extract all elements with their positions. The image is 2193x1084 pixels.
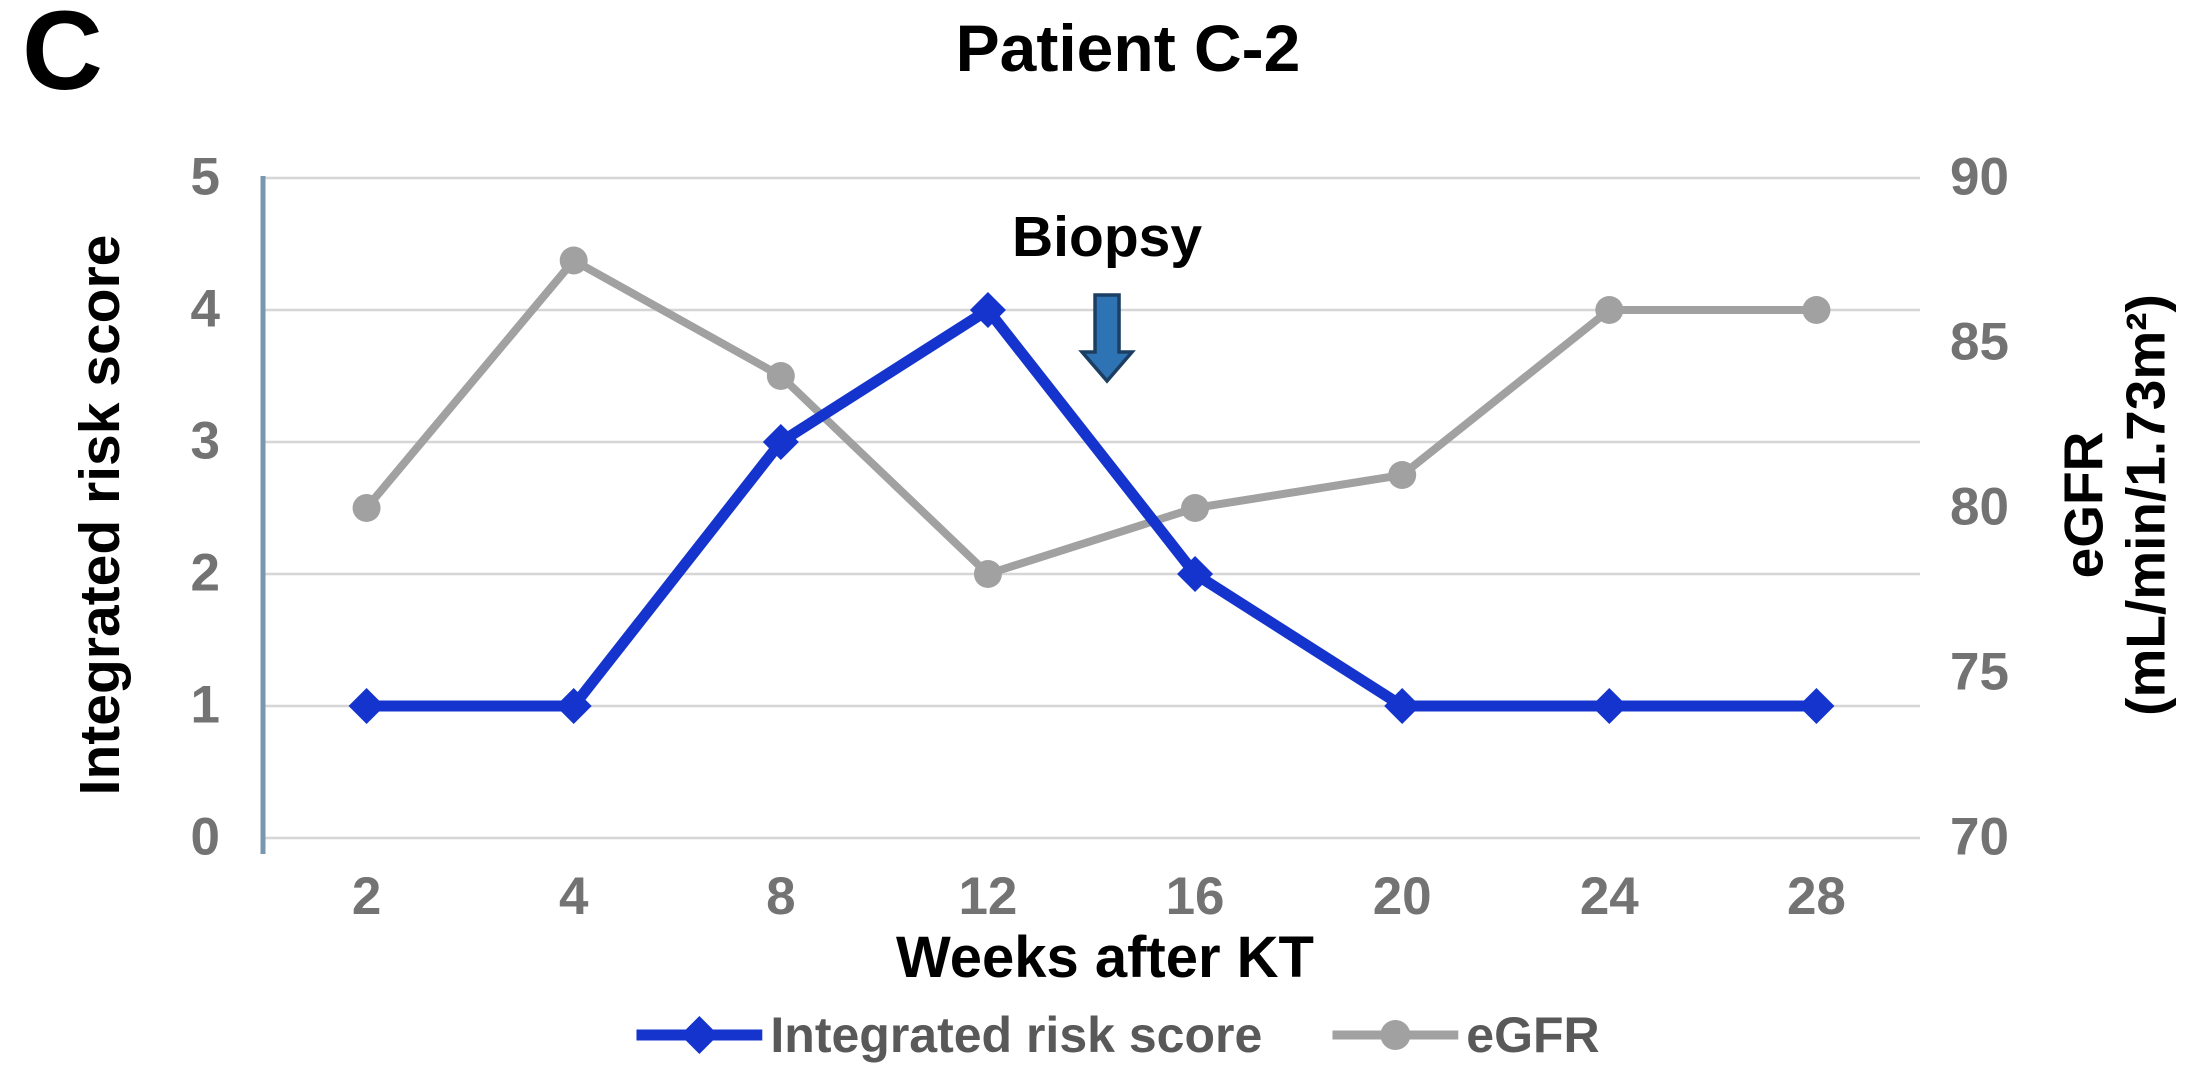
left-axis-tick-label: 0 xyxy=(190,807,220,867)
left-axis-tick-label: 2 xyxy=(190,543,220,603)
egfr-point xyxy=(1388,461,1417,489)
panel-letter: C xyxy=(22,0,103,113)
legend: Integrated risk score eGFR xyxy=(636,1006,1600,1064)
risk-score-point xyxy=(1798,688,1835,724)
egfr-point xyxy=(352,494,381,522)
right-axis-tick-label: 70 xyxy=(1950,807,2009,867)
risk-score-point xyxy=(348,688,385,724)
x-axis-tick-label: 8 xyxy=(766,867,796,926)
egfr-point xyxy=(973,560,1002,588)
risk-score-point xyxy=(762,424,799,460)
egfr-point xyxy=(766,362,795,390)
x-axis-tick-label: 20 xyxy=(1372,867,1432,926)
risk-score-legend-marker-icon xyxy=(636,1007,763,1063)
egfr-point xyxy=(1802,296,1831,324)
legend-item-egfr: eGFR xyxy=(1332,1006,1600,1064)
biopsy-annotation-label: Biopsy xyxy=(1012,205,1203,269)
right-axis-tick-label: 75 xyxy=(1950,642,2009,702)
x-axis-tick-label: 12 xyxy=(958,867,1018,926)
risk-score-point xyxy=(1177,556,1214,592)
x-axis-tick-label: 28 xyxy=(1786,867,1846,926)
x-axis-tick-label: 16 xyxy=(1165,867,1225,926)
chart-title: Patient C-2 xyxy=(955,11,1301,85)
legend-item-risk-score: Integrated risk score xyxy=(636,1006,1262,1064)
egfr-line xyxy=(362,256,1821,578)
right-axis-tick-label: 85 xyxy=(1950,312,2009,372)
risk-score-point xyxy=(1384,688,1421,724)
left-axis-tick-label: 3 xyxy=(190,411,220,471)
x-axis-tick-label: 4 xyxy=(558,867,589,926)
egfr-point xyxy=(559,246,588,275)
egfr-point xyxy=(1181,494,1210,522)
egfr-legend-marker-icon xyxy=(1332,1007,1459,1063)
egfr-point xyxy=(1595,296,1624,324)
right-axis-tick-label: 80 xyxy=(1950,477,2009,537)
biopsy-arrow-icon xyxy=(1078,293,1136,384)
risk-score-point xyxy=(969,292,1006,328)
legend-label-egfr: eGFR xyxy=(1466,1007,1600,1063)
x-axis-tick-label: 2 xyxy=(351,867,382,926)
right-axis-tick-label: 90 xyxy=(1950,147,2009,207)
left-axis-tick-label: 5 xyxy=(190,147,220,207)
risk-score-point xyxy=(1591,688,1628,724)
x-axis-tick-label: 24 xyxy=(1579,867,1639,926)
x-axis-title: Weeks after KT xyxy=(896,925,1314,990)
left-axis-tick-label: 1 xyxy=(190,675,220,735)
left-axis-tick-label: 4 xyxy=(190,279,220,339)
legend-label-risk-score: Integrated risk score xyxy=(770,1007,1263,1063)
risk-score-point xyxy=(555,688,592,724)
risk-score-line xyxy=(361,304,1822,712)
